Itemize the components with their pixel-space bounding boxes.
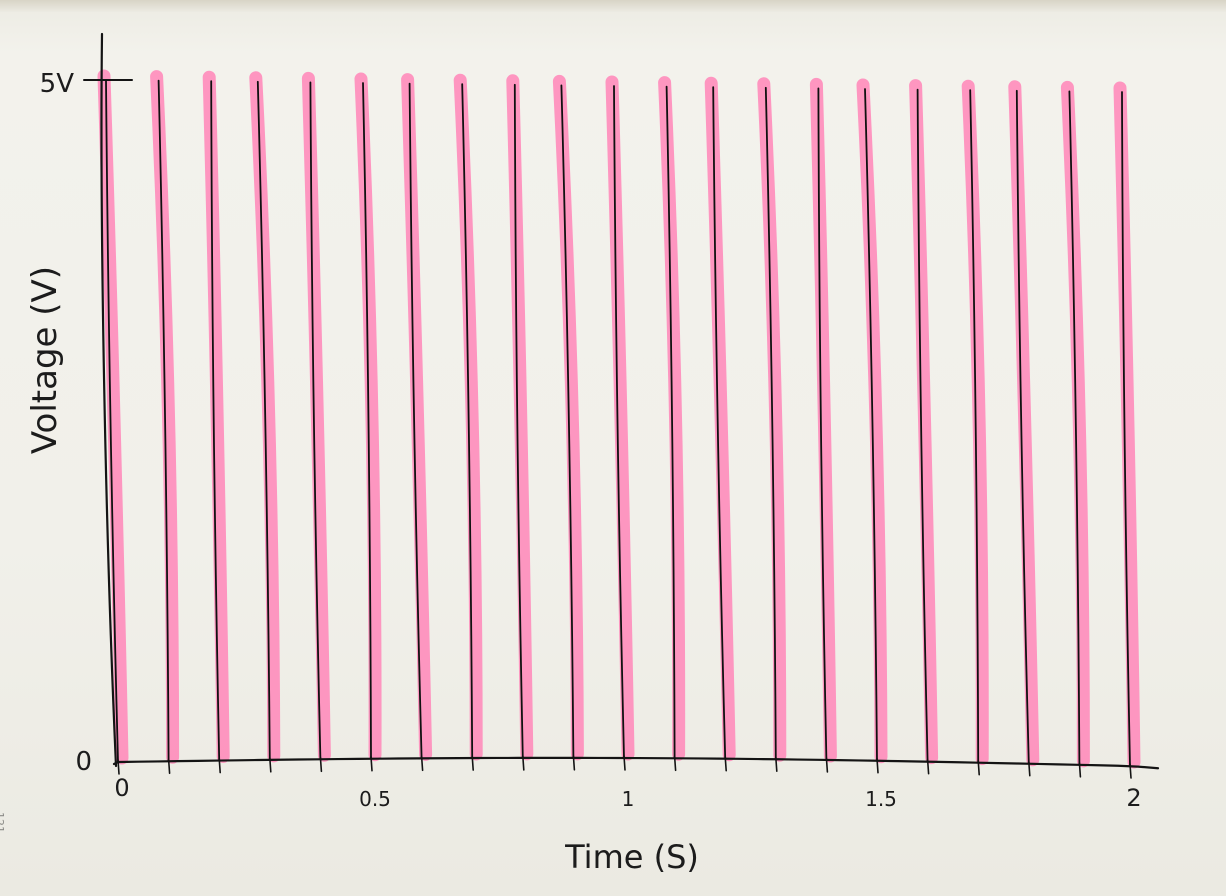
spike-line xyxy=(613,85,625,759)
spike-line xyxy=(1121,91,1131,767)
labels-layer: Voltage (V) Time (S) 0 5V 0 0.5 1 1.5 2 xyxy=(25,69,1142,876)
x-tick-label: 0 xyxy=(114,774,129,802)
pink-highlight-layer xyxy=(97,69,1141,769)
spike-line xyxy=(665,85,676,760)
spike-line xyxy=(916,88,929,763)
spike-line xyxy=(408,82,423,760)
x-tick-label: 0.5 xyxy=(359,787,391,811)
spike-line xyxy=(969,89,980,764)
spike-line xyxy=(764,86,777,761)
x-axis-label: Time (S) xyxy=(564,838,699,876)
spike-line xyxy=(461,83,474,759)
spike-line xyxy=(309,81,322,761)
spike-lines-layer xyxy=(105,79,1131,767)
spike-line xyxy=(712,86,727,760)
spike-line xyxy=(105,79,119,763)
spike-line xyxy=(560,84,575,759)
spike-line xyxy=(1068,90,1081,766)
spike-line xyxy=(864,88,878,762)
spike-line xyxy=(1015,89,1030,765)
page-top-edge xyxy=(0,0,1226,12)
spike-line xyxy=(210,80,221,762)
x-tick-label: 1 xyxy=(622,787,635,811)
spike-line xyxy=(256,80,271,761)
page-number: 121 xyxy=(0,812,6,833)
x-axis-line xyxy=(112,756,1160,770)
y-tick-label: 0 xyxy=(75,747,92,777)
x-tick-label: 2 xyxy=(1126,784,1141,812)
y-tick-label: 5V xyxy=(40,69,75,99)
y-axis-line xyxy=(100,32,118,768)
x-tick-label: 1.5 xyxy=(865,787,897,811)
spike-line xyxy=(362,82,372,760)
y-axis-label: Voltage (V) xyxy=(25,266,65,454)
spike-line xyxy=(157,79,170,763)
spike-line xyxy=(817,87,828,761)
spike-line xyxy=(513,83,524,759)
